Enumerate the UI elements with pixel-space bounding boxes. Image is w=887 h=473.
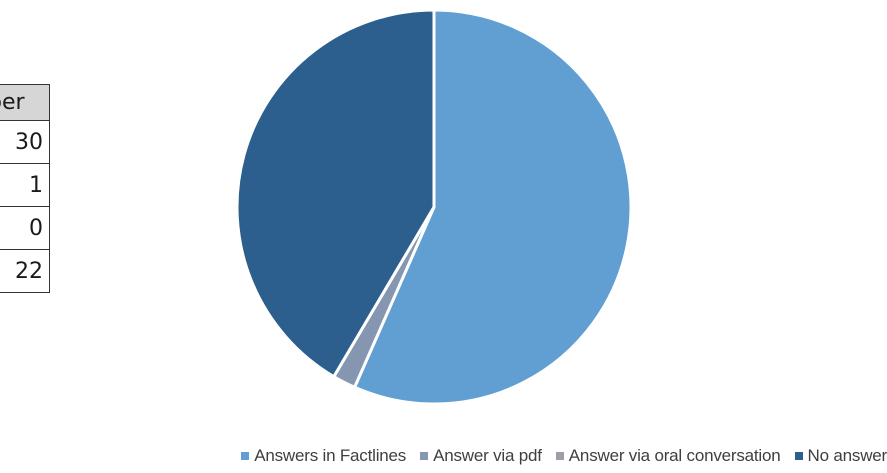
- legend-item: Answer via oral conversation: [555, 446, 781, 466]
- pie-slice: [353, 8, 633, 406]
- table-cell: 0: [0, 206, 50, 250]
- data-table: ber 30 1 0 22: [0, 84, 50, 293]
- legend-swatch: [241, 452, 250, 460]
- legend-item: Answers in Factlines: [241, 446, 406, 466]
- legend-label: No answer: [807, 446, 887, 465]
- legend-swatch: [555, 452, 564, 460]
- table-cell: 30: [0, 120, 50, 164]
- legend-swatch: [794, 452, 803, 460]
- chart-legend: Answers in Factlines Answer via pdf Answ…: [0, 446, 887, 466]
- legend-item: Answer via pdf: [420, 446, 542, 466]
- pie-slice: [235, 8, 436, 379]
- legend-label: Answers in Factlines: [254, 446, 407, 465]
- legend-item: No answer: [794, 446, 887, 466]
- legend-label: Answer via oral conversation: [568, 446, 781, 465]
- legend-swatch: [420, 452, 429, 460]
- table-header-cell: ber: [0, 84, 50, 121]
- table-cell: 22: [0, 249, 50, 293]
- table-cell: 1: [0, 163, 50, 207]
- legend-label: Answer via pdf: [433, 446, 542, 465]
